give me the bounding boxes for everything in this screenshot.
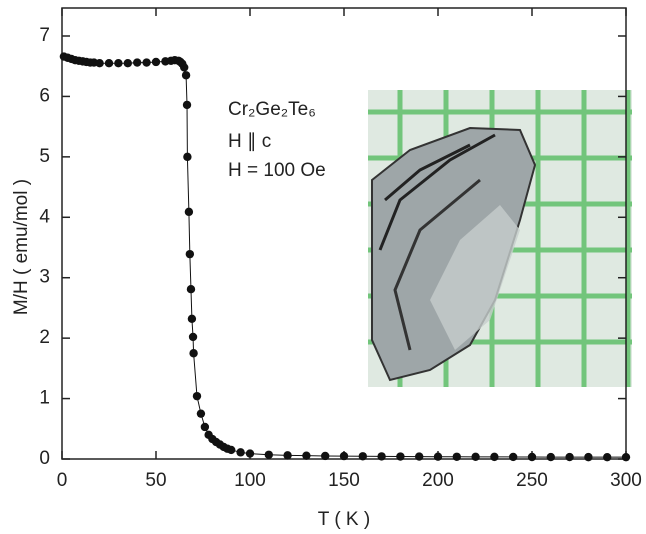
x-tick-label: 150: [328, 470, 360, 491]
x-tick-label: 300: [610, 470, 642, 491]
data-line: [63, 56, 626, 458]
data-point: [196, 409, 206, 418]
y-tick-label: 0: [39, 448, 50, 469]
x-tick-label: 200: [422, 470, 454, 491]
data-point: [565, 452, 574, 462]
data-point: [133, 58, 142, 67]
y-tick-label: 1: [39, 388, 50, 409]
data-point: [509, 452, 518, 462]
y-tick-label: 6: [39, 85, 50, 106]
data-point: [490, 452, 499, 462]
data-point: [151, 57, 161, 67]
data-point: [189, 349, 198, 358]
y-tick-label: 5: [39, 146, 50, 167]
data-point: [114, 58, 123, 68]
data-point: [180, 63, 189, 72]
data-point: [95, 58, 104, 68]
data-point: [123, 58, 132, 68]
data-point: [377, 452, 386, 461]
annotation: H ∥ c: [228, 131, 271, 152]
data-point: [181, 71, 191, 80]
data-point: [236, 448, 245, 457]
annotation: Cr₂Ge₂Te₆: [228, 99, 316, 120]
annotation: H = 100 Oe: [228, 160, 326, 181]
data-point: [184, 207, 194, 217]
data-point: [433, 452, 443, 461]
y-tick-label: 2: [39, 327, 50, 348]
x-axis-label: T ( K ): [318, 509, 370, 530]
y-axis-label: M/H ( emu/mol ): [11, 179, 32, 315]
data-point: [415, 452, 424, 461]
data-point: [452, 452, 461, 461]
y-tick-label: 3: [39, 267, 50, 288]
data-point: [358, 452, 367, 461]
data-point: [186, 284, 196, 294]
data-point: [471, 452, 480, 462]
data-point: [283, 451, 292, 460]
data-point: [245, 449, 255, 458]
x-tick-label: 0: [57, 470, 68, 491]
data-point: [200, 422, 210, 432]
x-tick-label: 50: [145, 470, 166, 491]
x-tick-label: 250: [516, 470, 548, 491]
data-point: [621, 452, 631, 462]
data-point: [321, 451, 330, 461]
data-point: [188, 332, 198, 342]
data-point: [546, 452, 555, 462]
data-point: [396, 452, 405, 461]
data-point: [264, 450, 273, 459]
data-point: [142, 58, 151, 67]
y-tick-label: 7: [39, 25, 50, 46]
data-point: [192, 391, 202, 401]
inset-photo: [368, 90, 632, 387]
data-point: [227, 445, 236, 455]
data-point: [584, 452, 593, 462]
data-point: [187, 314, 197, 324]
y-tick-label: 4: [39, 206, 50, 227]
data-point: [183, 152, 192, 162]
data-point: [302, 451, 311, 460]
data-point: [527, 452, 537, 462]
x-tick-label: 100: [234, 470, 266, 491]
data-point: [182, 100, 192, 110]
data-point: [603, 452, 612, 462]
data-point: [339, 451, 349, 461]
data-point: [185, 249, 195, 259]
data-point: [104, 58, 114, 68]
